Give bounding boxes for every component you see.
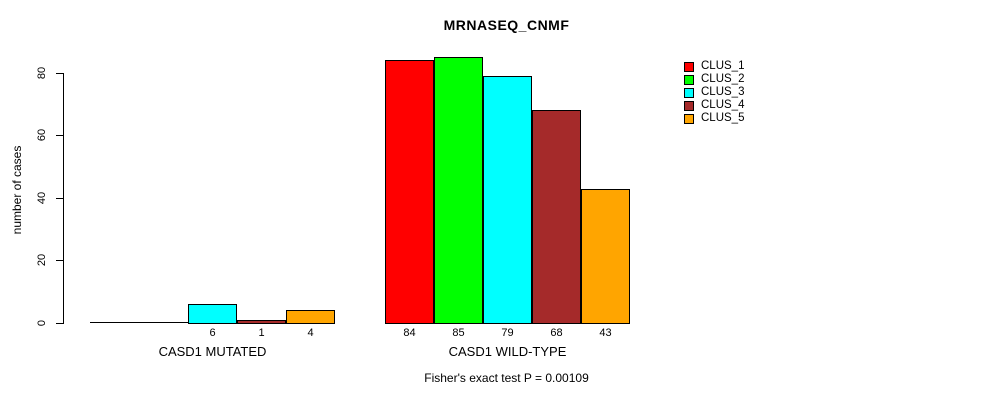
legend-label: CLUS_3 bbox=[701, 86, 745, 98]
bar-value-label: 4 bbox=[307, 327, 314, 339]
legend-swatch-clus_3 bbox=[684, 87, 694, 98]
fisher-test-caption: Fisher's exact test P = 0.00109 bbox=[424, 371, 589, 385]
y-tick-label: 60 bbox=[36, 128, 48, 142]
y-tick bbox=[56, 135, 63, 136]
legend-label: CLUS_4 bbox=[701, 99, 745, 111]
legend-swatch-clus_2 bbox=[684, 74, 694, 85]
legend-label: CLUS_1 bbox=[701, 60, 745, 72]
bar-value-label: 43 bbox=[599, 327, 612, 339]
bar-clus_1-zero bbox=[90, 322, 140, 323]
bar-value-label: 84 bbox=[403, 327, 416, 339]
y-tick bbox=[56, 198, 63, 199]
bar-clus_4 bbox=[237, 320, 286, 324]
y-axis bbox=[63, 73, 64, 324]
legend-item: CLUS_5 bbox=[684, 112, 744, 125]
legend-item: CLUS_3 bbox=[684, 86, 744, 99]
legend-item: CLUS_4 bbox=[684, 99, 744, 112]
bar-clus_1 bbox=[385, 60, 434, 324]
chart-title: MRNASEQ_CNMF bbox=[443, 17, 570, 33]
y-tick-label: 40 bbox=[36, 191, 48, 205]
y-axis-label: number of cases bbox=[10, 145, 24, 235]
y-tick bbox=[56, 323, 63, 324]
y-tick-label: 80 bbox=[36, 66, 48, 80]
legend-label: CLUS_2 bbox=[701, 73, 745, 85]
legend: CLUS_1 CLUS_2 CLUS_3 CLUS_4 CLUS_5 bbox=[684, 60, 744, 125]
bar-clus_2 bbox=[434, 57, 483, 324]
bar-clus_3 bbox=[483, 76, 532, 324]
bar-clus_5 bbox=[286, 310, 335, 324]
bar-value-label: 79 bbox=[501, 327, 514, 339]
legend-swatch-clus_4 bbox=[684, 100, 694, 111]
bar-value-label: 85 bbox=[452, 327, 465, 339]
legend-swatch-clus_5 bbox=[684, 113, 694, 124]
bar-clus_5 bbox=[581, 189, 630, 324]
x-axis-group-label: CASD1 WILD-TYPE bbox=[448, 344, 567, 359]
x-axis-group-label: CASD1 MUTATED bbox=[158, 344, 267, 359]
y-tick bbox=[56, 73, 63, 74]
legend-item: CLUS_2 bbox=[684, 73, 744, 86]
legend-item: CLUS_1 bbox=[684, 60, 744, 73]
y-tick-label: 0 bbox=[36, 319, 48, 327]
y-tick bbox=[56, 260, 63, 261]
legend-swatch-clus_1 bbox=[684, 61, 694, 72]
bar-value-label: 68 bbox=[550, 327, 563, 339]
bar-clus_3 bbox=[188, 304, 237, 324]
bar-value-label: 6 bbox=[209, 327, 216, 339]
bar-clus_2-zero bbox=[139, 322, 189, 323]
bar-value-label: 1 bbox=[258, 327, 265, 339]
bar-clus_4 bbox=[532, 110, 581, 324]
y-tick-label: 20 bbox=[36, 253, 48, 267]
legend-label: CLUS_5 bbox=[701, 112, 745, 124]
